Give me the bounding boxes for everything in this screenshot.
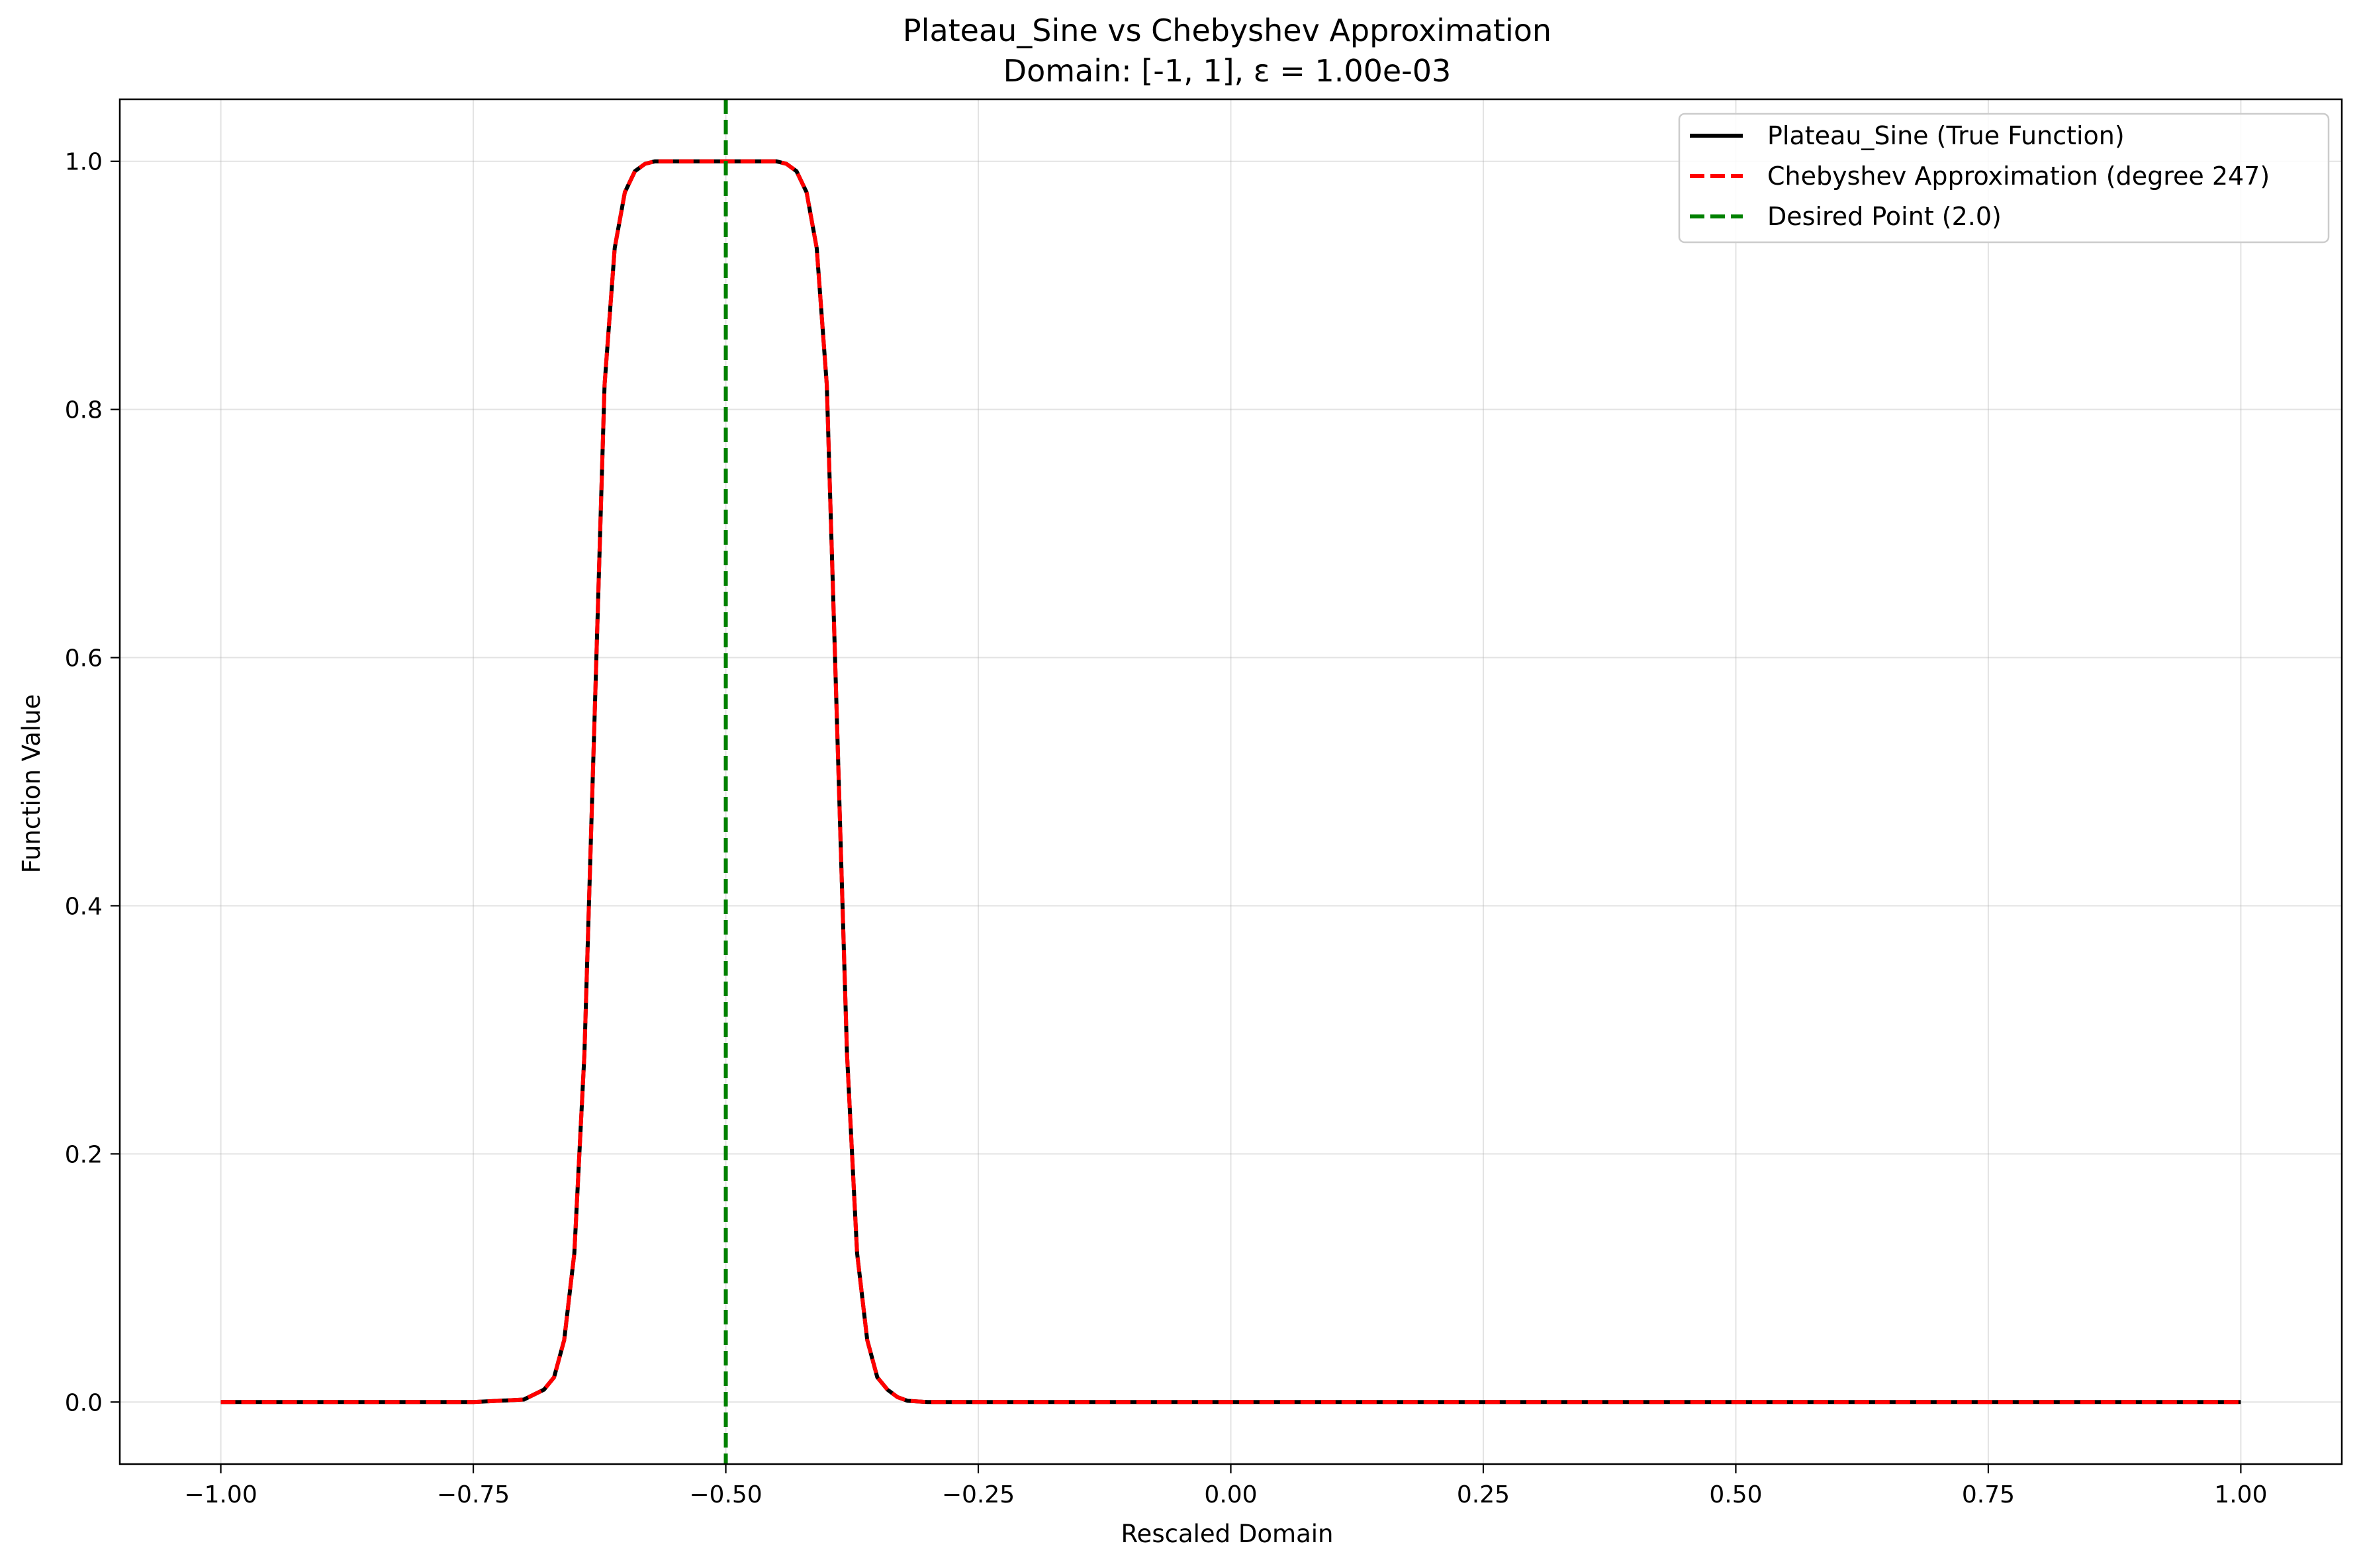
- y-tick-label: 0.2: [65, 1141, 103, 1168]
- y-tick-label: 0.0: [65, 1389, 103, 1416]
- x-tick-label: −0.50: [689, 1481, 762, 1508]
- x-tick-label: −1.00: [184, 1481, 257, 1508]
- x-tick-label: −0.75: [437, 1481, 510, 1508]
- y-tick-label: 0.6: [65, 645, 103, 672]
- legend-box: [1678, 113, 2330, 244]
- series-layer: [220, 99, 2241, 1464]
- legend-label-chebyshev: Chebyshev Approximation (degree 247): [1767, 161, 2270, 191]
- x-tick-label: 0.25: [1457, 1481, 1510, 1508]
- y-tick-label: 0.8: [65, 397, 103, 424]
- x-tick-label: 1.00: [2214, 1481, 2267, 1508]
- x-tick-label: 0.00: [1204, 1481, 1257, 1508]
- y-axis-label: Function Value: [17, 694, 46, 874]
- chebyshev-approximation-line: [220, 159, 2241, 1405]
- chart-subtitle: Domain: [-1, 1], ε = 1.00e-03: [1003, 53, 1452, 89]
- legend-label-true: Plateau_Sine (True Function): [1767, 121, 2125, 150]
- legend-label-desired: Desired Point (2.0): [1767, 202, 2002, 231]
- x-tick-label: −0.25: [942, 1481, 1015, 1508]
- y-tick-label: 1.0: [65, 149, 103, 176]
- grid-lines: [120, 99, 2342, 1464]
- legend: Plateau_Sine (True Function) Chebyshev A…: [1678, 113, 2330, 244]
- x-tick-label: 0.50: [1709, 1481, 1762, 1508]
- y-tick-label: 0.4: [65, 893, 103, 920]
- axis-ticks: −1.00 −0.75 −0.50 −0.25 0.00 0.25 0.50 0.75 1.00…: [65, 149, 2268, 1508]
- chart-title: Plateau_Sine vs Chebyshev Approximation: [903, 13, 1551, 48]
- x-axis-label: Rescaled Domain: [1121, 1520, 1334, 1548]
- x-tick-label: 0.75: [1962, 1481, 2015, 1508]
